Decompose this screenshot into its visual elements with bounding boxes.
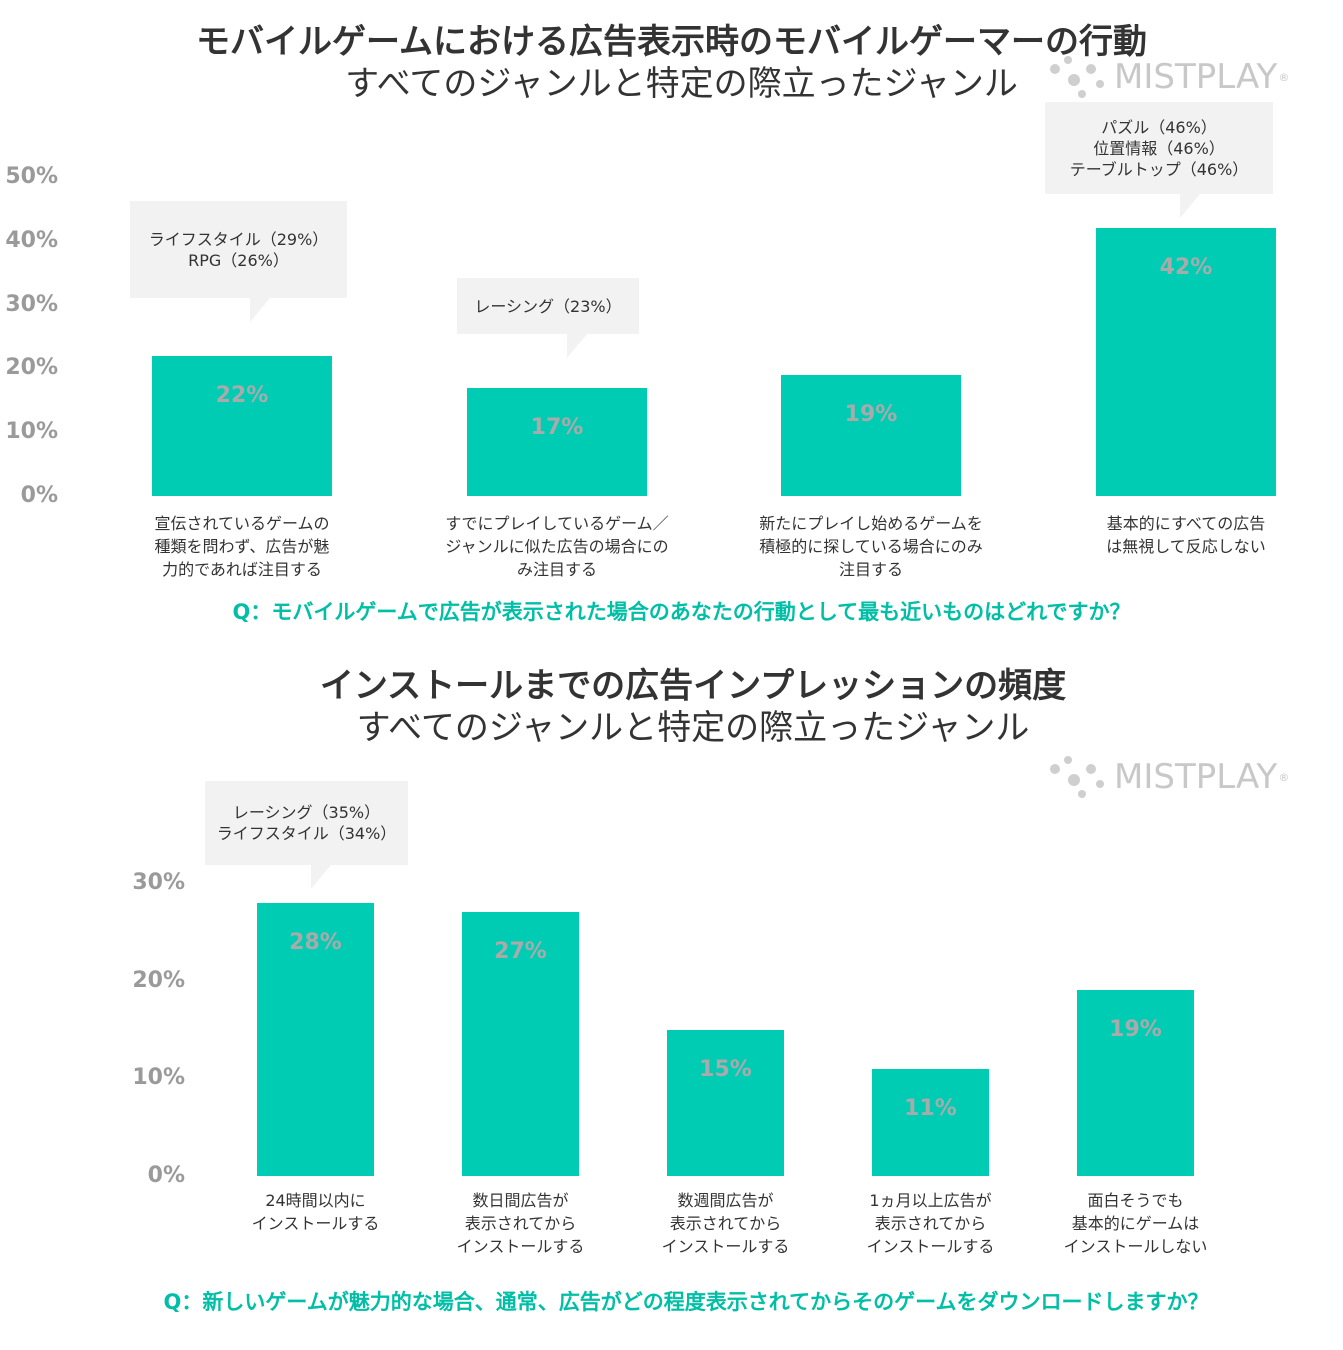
chart2-y-tick: 0% — [147, 1163, 185, 1188]
chart1-y-tick: 30% — [5, 291, 58, 317]
chart2-subtitle: すべてのジャンルと特定の際立ったジャンル — [356, 708, 1030, 748]
chart2-y-tick: 10% — [132, 1065, 185, 1091]
chart1-value-label: 42% — [1159, 255, 1213, 281]
mistplay-logo-mark-icon — [1050, 54, 1110, 100]
chart2-title: インストールまでの広告インプレッションの頻度 — [319, 666, 1067, 706]
chart1-subtitle: すべてのジャンルと特定の際立ったジャンル — [345, 64, 1018, 104]
chart1-value-label: 19% — [844, 401, 898, 427]
chart2-category-label: 面白そうでも 基本的にゲームは インストールしない — [1063, 1191, 1208, 1256]
chart1-title: モバイルゲームにおける広告表示時のモバイルゲーマーの行動 — [196, 22, 1147, 62]
mistplay-logo-mark-icon — [1050, 754, 1110, 800]
chart2-question: Q：新しいゲームが魅力的な場合、通常、広告がどの程度表示されてからそのゲームをダ… — [163, 1290, 1209, 1314]
chart1-callout-pointer-icon — [567, 334, 587, 358]
chart1-callout-pointer-icon — [250, 298, 270, 322]
chart2-annotation-callout: レーシング（35%） ライフスタイル（34%） — [205, 781, 408, 865]
chart2-value-label: 28% — [289, 929, 342, 955]
chart2-bar — [1077, 990, 1194, 1176]
mistplay-logo-text: MISTPLAY — [1114, 757, 1278, 797]
chart1-bar — [781, 374, 961, 496]
chart2-y-tick: 20% — [132, 967, 185, 993]
chart1-bar — [152, 355, 332, 496]
chart1-annotation-callout: ライフスタイル（29%） RPG（26%） — [130, 201, 347, 298]
chart2-y-tick: 30% — [132, 870, 185, 895]
chart1-value-label: 22% — [215, 382, 269, 408]
mistplay-logo-text: MISTPLAY — [1114, 57, 1278, 97]
chart1-annotation-callout: レーシング（23%） — [457, 278, 639, 334]
chart2-value-label: 27% — [494, 939, 547, 965]
chart2-value-label: 11% — [904, 1095, 957, 1121]
chart2-category-label: 数週間広告が 表示されてから インストールする — [661, 1191, 790, 1256]
chart1-bar — [467, 387, 647, 496]
chart2-bar — [667, 1029, 784, 1176]
chart2-bar — [462, 912, 579, 1176]
mistplay-logo-1: MISTPLAY ® — [1050, 54, 1289, 100]
chart2-bar — [872, 1068, 989, 1176]
chart2-category-label: 数日間広告が 表示されてから インストールする — [456, 1191, 585, 1256]
chart1-y-tick: 50% — [5, 164, 58, 189]
mistplay-logo-registered: ® — [1278, 70, 1290, 84]
chart1-category-label: 基本的にすべての広告 は無視して反応しない — [1106, 514, 1266, 556]
chart1-category-label: 新たにプレイし始めるゲームを 積極的に探している場合にのみ 注目する — [759, 514, 983, 579]
chart1-question: Q：モバイルゲームで広告が表示された場合のあなたの行動として最も近いものはどれで… — [232, 600, 1131, 624]
chart1-annotation-callout: パズル（46%） 位置情報（46%） テーブルトップ（46%） — [1045, 102, 1273, 194]
chart2-value-label: 19% — [1109, 1017, 1162, 1043]
chart2-value-label: 15% — [699, 1056, 752, 1082]
chart1-value-label: 17% — [530, 414, 584, 440]
chart1-y-tick: 0% — [20, 483, 58, 508]
chart2-callout-pointer-icon — [311, 865, 331, 889]
mistplay-logo-registered: ® — [1278, 770, 1290, 784]
chart1-y-tick: 20% — [5, 355, 58, 381]
chart2-bar — [257, 902, 374, 1176]
chart1-y-tick: 10% — [5, 419, 58, 445]
chart2-category-label: 1ヵ月以上広告が 表示されてから インストールする — [866, 1191, 995, 1256]
chart1-callout-pointer-icon — [1180, 194, 1200, 218]
chart1-bar — [1096, 228, 1276, 496]
chart2-category-label: 24時間以内に インストールする — [251, 1191, 380, 1233]
chart1-category-label: すでにプレイしているゲーム／ ジャンルに似た広告の場合にの み注目する — [445, 514, 669, 579]
chart1-y-tick: 40% — [5, 227, 58, 253]
chart1-category-label: 宣伝されているゲームの 種類を問わず、広告が魅 力的であれば注目する — [154, 514, 330, 579]
mistplay-logo-2: MISTPLAY ® — [1050, 754, 1289, 800]
